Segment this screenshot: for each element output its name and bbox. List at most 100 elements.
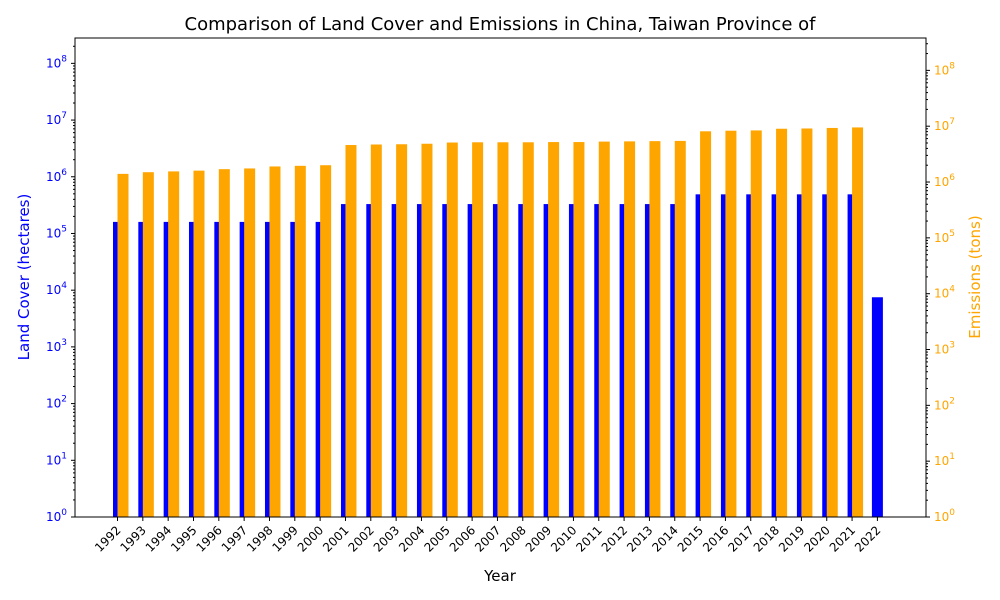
- x-tick-label: 2020: [801, 523, 832, 554]
- left-axis-title: Land Cover (hectares): [15, 194, 33, 361]
- left-tick-label: 103: [46, 338, 67, 354]
- emissions-bar: [370, 144, 382, 517]
- emissions-bar: [598, 141, 610, 517]
- x-tick-label: 1993: [117, 523, 148, 554]
- land-bar: [366, 204, 373, 517]
- emissions-bar: [168, 171, 180, 517]
- land-bar: [239, 221, 246, 518]
- land-bar: [188, 221, 195, 518]
- emissions-bar: [725, 130, 737, 517]
- land-bar: [568, 204, 575, 517]
- left-axis: 100 101 102 103 104 105 106 107 108: [46, 45, 75, 524]
- right-tick-label: 105: [934, 229, 955, 245]
- x-tick-label: 2016: [700, 523, 731, 554]
- land-bar: [746, 194, 753, 517]
- land-bar: [796, 194, 803, 517]
- land-bar: [163, 221, 170, 518]
- emissions-bar: [522, 142, 534, 517]
- land-bar: [442, 204, 449, 517]
- x-tick-label: 2014: [649, 523, 680, 554]
- emissions-bar: [345, 145, 357, 518]
- emissions-bar: [421, 143, 433, 517]
- x-tick-label: 2012: [599, 523, 630, 554]
- x-tick-label: 1997: [219, 523, 250, 554]
- x-tick-label: 1992: [92, 523, 123, 554]
- emissions-bar: [826, 127, 838, 518]
- land-bar: [290, 221, 297, 518]
- x-tick-label: 2009: [523, 523, 554, 554]
- land-bar: [871, 297, 883, 517]
- emissions-bar: [446, 142, 458, 518]
- land-bar: [644, 204, 651, 517]
- land-bar: [391, 204, 398, 517]
- x-tick-label: 2010: [548, 523, 579, 554]
- land-bar: [113, 221, 119, 518]
- land-bar: [543, 204, 550, 517]
- land-bar: [695, 194, 702, 517]
- emissions-bar: [396, 144, 408, 518]
- right-tick-label: 103: [934, 341, 955, 357]
- right-tick-label: 107: [934, 117, 955, 133]
- left-tick-label: 105: [46, 224, 67, 240]
- land-bar: [492, 204, 499, 517]
- land-bar: [670, 204, 677, 517]
- emissions-bar: [852, 127, 864, 517]
- emissions-bar: [700, 131, 712, 518]
- x-tick-label: 2018: [751, 523, 782, 554]
- x-tick-label: 2005: [421, 523, 452, 554]
- land-bar: [138, 221, 145, 518]
- x-tick-label: 2007: [472, 523, 503, 554]
- right-tick-label: 100: [934, 508, 955, 524]
- x-tick-label: 2019: [776, 523, 807, 554]
- emissions-bar: [193, 170, 205, 517]
- x-tick-label: 1994: [143, 523, 174, 554]
- x-tick-label: 1999: [269, 523, 300, 554]
- right-tick-label: 104: [934, 285, 955, 301]
- emissions-bar: [244, 168, 256, 518]
- x-tick-label: 2011: [573, 523, 604, 554]
- x-tick-label: 2006: [447, 523, 478, 554]
- land-bar: [619, 204, 626, 517]
- chart-title: Comparison of Land Cover and Emissions i…: [185, 14, 817, 35]
- x-axis-title: Year: [483, 567, 517, 585]
- land-bar: [822, 194, 829, 517]
- emissions-bar: [218, 169, 230, 517]
- land-bar: [771, 194, 778, 517]
- x-tick-label: 2008: [497, 523, 528, 554]
- x-axis: 1992199319941995199619971998199920002001…: [92, 517, 884, 555]
- left-tick-label: 102: [46, 395, 67, 411]
- emissions-bar: [320, 165, 332, 517]
- left-tick-label: 104: [46, 281, 67, 297]
- x-tick-label: 2022: [852, 523, 883, 554]
- land-bar: [416, 204, 423, 517]
- right-tick-label: 106: [934, 173, 955, 189]
- x-tick-label: 2000: [295, 523, 326, 554]
- x-tick-label: 2021: [827, 523, 858, 554]
- right-tick-label: 101: [934, 452, 955, 468]
- x-tick-label: 1998: [244, 523, 275, 554]
- emissions-bar: [649, 141, 661, 518]
- land-bar: [214, 221, 221, 518]
- left-tick-label: 108: [46, 54, 67, 70]
- emissions-bar: [142, 172, 154, 517]
- right-axis: 100 101 102 103 104 105 106 107 108: [926, 43, 955, 524]
- x-tick-label: 2004: [396, 523, 427, 554]
- x-tick-label: 2013: [624, 523, 655, 554]
- x-tick-label: 2003: [371, 523, 402, 554]
- land-bar: [264, 221, 271, 518]
- plot-frame: [74, 37, 927, 518]
- bars-group: [113, 127, 883, 518]
- left-tick-label: 107: [46, 111, 67, 127]
- emissions-bar: [294, 165, 306, 517]
- emissions-bar: [548, 142, 560, 517]
- x-tick-label: 1995: [168, 523, 199, 554]
- right-tick-label: 102: [934, 396, 955, 412]
- emissions-bar: [269, 166, 281, 518]
- emissions-bar: [750, 130, 762, 518]
- emissions-bar: [497, 142, 509, 517]
- x-tick-label: 1996: [193, 523, 224, 554]
- land-bar: [518, 204, 525, 517]
- left-tick-label: 101: [46, 451, 67, 467]
- x-tick-label: 2001: [320, 523, 351, 554]
